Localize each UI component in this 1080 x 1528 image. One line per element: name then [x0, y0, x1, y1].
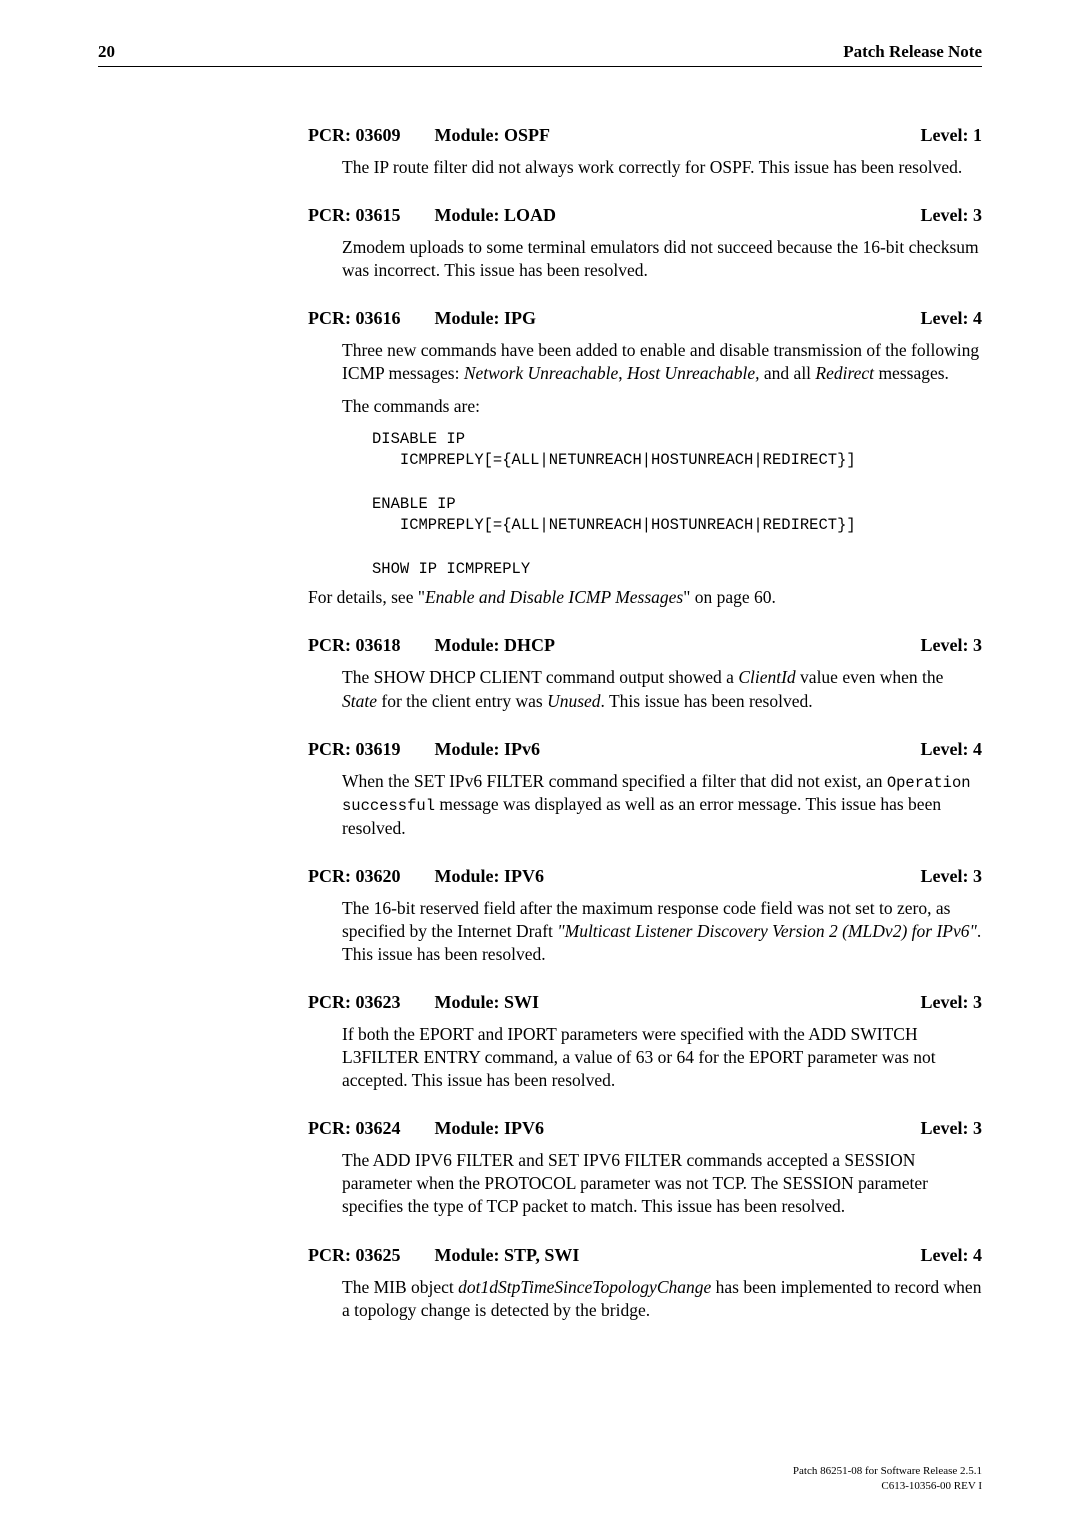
pcr-heading: PCR: 03624 Module: IPV6 Level: 3	[308, 1118, 982, 1139]
pcr-level: Level: 3	[921, 992, 982, 1013]
body-paragraph: The ADD IPV6 FILTER and SET IPV6 FILTER …	[342, 1149, 982, 1218]
pcr-id: PCR: 03625	[308, 1245, 401, 1266]
pcr-heading: PCR: 03609 Module: OSPF Level: 1	[308, 125, 982, 146]
code-block: DISABLE IP ICMPREPLY[={ALL|NETUNREACH|HO…	[372, 429, 982, 581]
body-paragraph: If both the EPORT and IPORT parameters w…	[342, 1023, 982, 1092]
footer-line: C613-10356-00 REV I	[793, 1479, 982, 1494]
content-column: PCR: 03609 Module: OSPF Level: 1 The IP …	[308, 125, 982, 1322]
pcr-heading: PCR: 03616 Module: IPG Level: 4	[308, 308, 982, 329]
body-paragraph: For details, see "Enable and Disable ICM…	[308, 586, 982, 609]
pcr-id: PCR: 03620	[308, 866, 401, 887]
page-header: 20 Patch Release Note	[98, 42, 982, 67]
pcr-id: PCR: 03609	[308, 125, 401, 146]
pcr-module: Module: STP, SWI	[435, 1245, 580, 1266]
pcr-body: If both the EPORT and IPORT parameters w…	[342, 1023, 982, 1092]
pcr-id: PCR: 03623	[308, 992, 401, 1013]
pcr-level: Level: 4	[921, 1245, 982, 1266]
pcr-body: The ADD IPV6 FILTER and SET IPV6 FILTER …	[342, 1149, 982, 1218]
pcr-module: Module: OSPF	[435, 125, 551, 146]
pcr-level: Level: 3	[921, 635, 982, 656]
pcr-level: Level: 3	[921, 205, 982, 226]
pcr-module: Module: IPG	[435, 308, 537, 329]
pcr-body: The MIB object dot1dStpTimeSinceTopology…	[342, 1276, 982, 1322]
pcr-level: Level: 4	[921, 308, 982, 329]
pcr-id: PCR: 03615	[308, 205, 401, 226]
body-paragraph: The 16-bit reserved field after the maxi…	[342, 897, 982, 966]
body-paragraph: The IP route filter did not always work …	[342, 156, 982, 179]
pcr-level: Level: 4	[921, 739, 982, 760]
body-paragraph: The MIB object dot1dStpTimeSinceTopology…	[342, 1276, 982, 1322]
body-paragraph: The commands are:	[342, 395, 982, 418]
page-number: 20	[98, 42, 115, 62]
pcr-heading: PCR: 03625 Module: STP, SWI Level: 4	[308, 1245, 982, 1266]
document-title: Patch Release Note	[843, 42, 982, 62]
pcr-level: Level: 1	[921, 125, 982, 146]
pcr-heading: PCR: 03619 Module: IPv6 Level: 4	[308, 739, 982, 760]
page-footer: Patch 86251-08 for Software Release 2.5.…	[793, 1464, 982, 1494]
body-paragraph: When the SET IPv6 FILTER command specifi…	[342, 770, 982, 840]
pcr-id: PCR: 03624	[308, 1118, 401, 1139]
pcr-heading: PCR: 03618 Module: DHCP Level: 3	[308, 635, 982, 656]
pcr-body: Zmodem uploads to some terminal emulator…	[342, 236, 982, 282]
pcr-id: PCR: 03619	[308, 739, 401, 760]
page: 20 Patch Release Note PCR: 03609 Module:…	[0, 0, 1080, 1528]
body-paragraph: Three new commands have been added to en…	[342, 339, 982, 385]
pcr-body: The 16-bit reserved field after the maxi…	[342, 897, 982, 966]
pcr-module: Module: DHCP	[435, 635, 556, 656]
pcr-module: Module: IPV6	[435, 866, 545, 887]
pcr-module: Module: IPv6	[435, 739, 541, 760]
pcr-id: PCR: 03618	[308, 635, 401, 656]
pcr-body: Three new commands have been added to en…	[342, 339, 982, 609]
body-paragraph: Zmodem uploads to some terminal emulator…	[342, 236, 982, 282]
pcr-body: The SHOW DHCP CLIENT command output show…	[342, 666, 982, 712]
pcr-module: Module: IPV6	[435, 1118, 545, 1139]
pcr-body: The IP route filter did not always work …	[342, 156, 982, 179]
pcr-level: Level: 3	[921, 1118, 982, 1139]
pcr-body: When the SET IPv6 FILTER command specifi…	[342, 770, 982, 840]
pcr-module: Module: LOAD	[435, 205, 557, 226]
pcr-heading: PCR: 03620 Module: IPV6 Level: 3	[308, 866, 982, 887]
body-paragraph: The SHOW DHCP CLIENT command output show…	[342, 666, 982, 712]
pcr-heading: PCR: 03623 Module: SWI Level: 3	[308, 992, 982, 1013]
pcr-module: Module: SWI	[435, 992, 540, 1013]
pcr-level: Level: 3	[921, 866, 982, 887]
pcr-id: PCR: 03616	[308, 308, 401, 329]
footer-line: Patch 86251-08 for Software Release 2.5.…	[793, 1464, 982, 1479]
pcr-heading: PCR: 03615 Module: LOAD Level: 3	[308, 205, 982, 226]
